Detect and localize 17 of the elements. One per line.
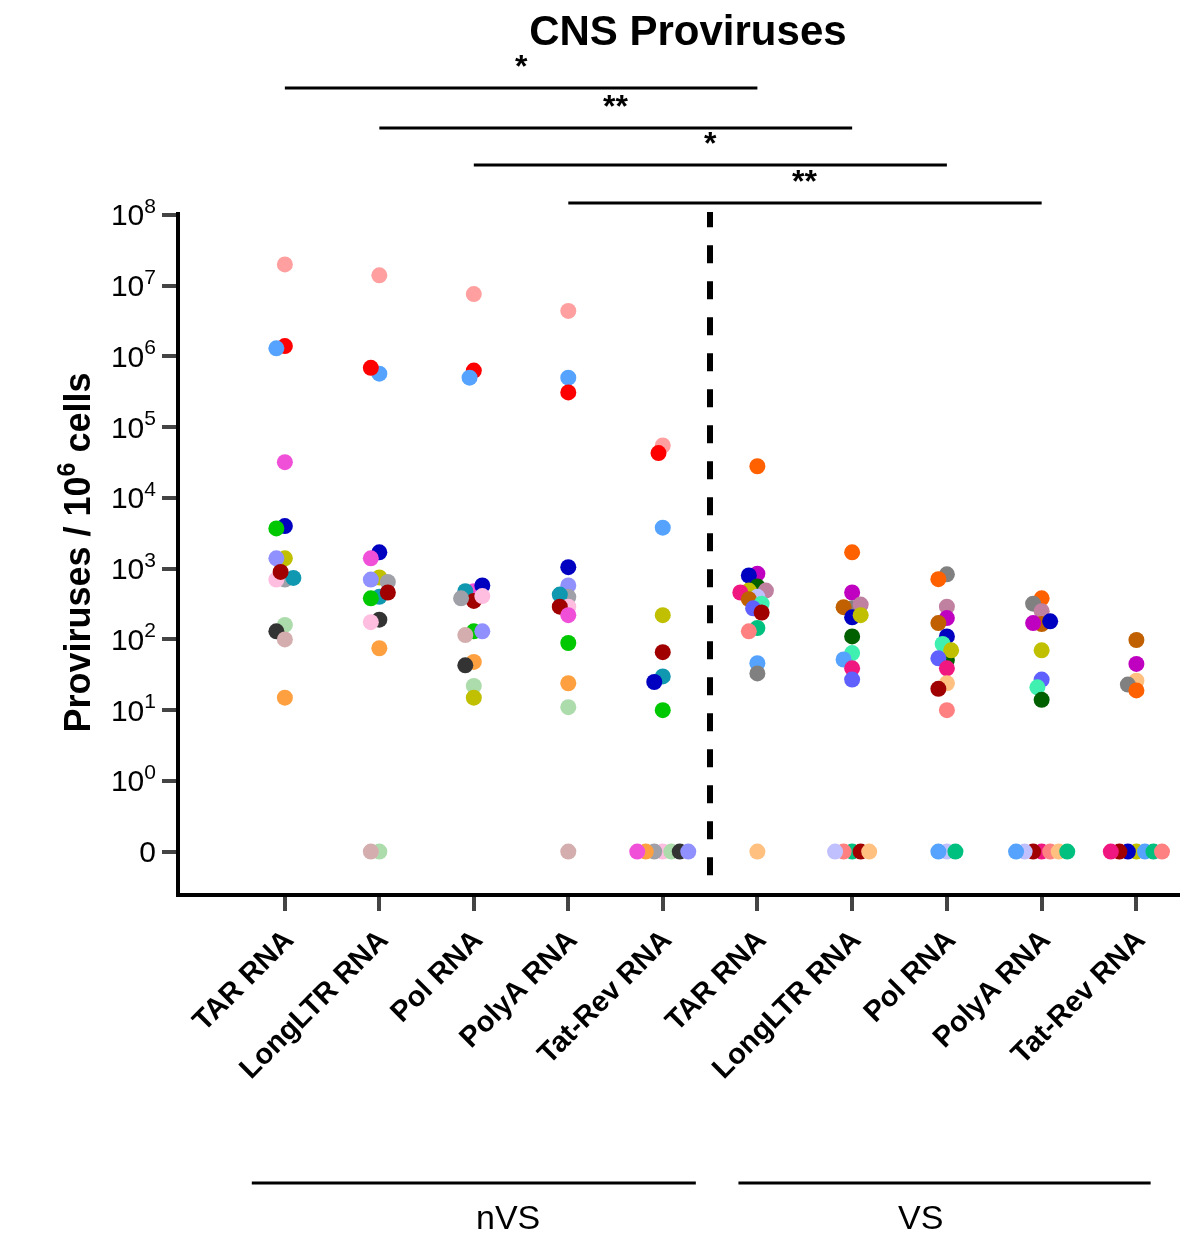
y-tick-label: 10$^{7}$	[110, 264, 156, 303]
y-tick-label: 10$^{2}$	[110, 618, 156, 656]
text: **	[792, 163, 818, 199]
chart-title: CNS Proviruses	[529, 6, 847, 54]
y-tick-label: 10$^{1}$	[110, 689, 156, 727]
x-axis-title: VS	[898, 1198, 944, 1236]
y-tick-label: 10$^{6}$	[110, 335, 156, 373]
x-axis-title: nVS	[476, 1198, 541, 1236]
text: *	[515, 48, 528, 84]
y-tick-label: 0	[139, 835, 156, 869]
y-tick-label: 10$^{5}$	[110, 406, 156, 444]
text: *	[704, 125, 717, 161]
y-tick-label: 10$^{3}$	[110, 547, 156, 586]
y-tick-label: 10$^{4}$	[110, 476, 157, 515]
text: **	[603, 88, 629, 124]
y-tick-label: 10$^{8}$	[110, 193, 156, 232]
y-tick-label: 10$^{0}$	[110, 759, 156, 798]
